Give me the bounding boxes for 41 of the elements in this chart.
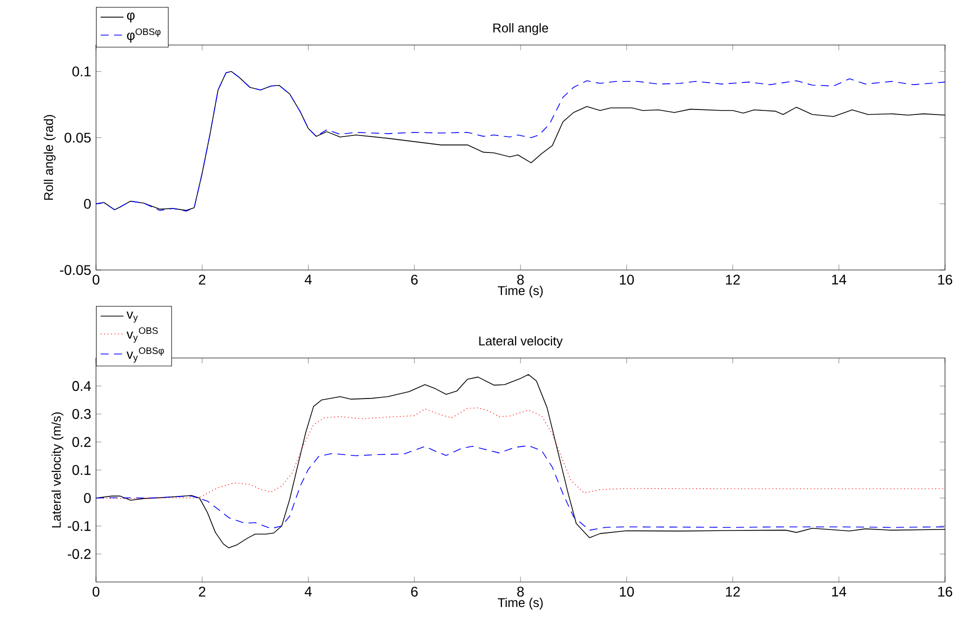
x-tick-label: 2 [198,274,206,284]
y-tick-label: -0.05 [60,265,91,275]
chart-title: Lateral velocity [479,336,563,348]
x-tick-label: 8 [517,586,524,597]
y-axis-title: Roll angle (rad) [44,115,56,200]
x-tick-label: 6 [411,274,418,285]
x-tick-label: 10 [620,586,634,597]
y-tick-label: 0.1 [72,66,91,76]
x-tick-label: 4 [304,274,312,284]
legend-label: φ [127,12,135,23]
x-tick-label: 10 [620,274,634,285]
y-tick-label: 0 [84,493,91,503]
x-tick-label: 0 [92,274,100,285]
legend-label: v$_{y}$ [126,312,138,323]
x-tick-label: 14 [832,586,846,596]
y-tick-label: 0 [84,198,91,209]
y-tick-label: 0.4 [72,381,91,391]
chart-title: Roll angle [493,23,548,35]
x-tick-label: 2 [198,586,206,596]
x-tick-label: 12 [726,274,740,284]
legend-label: v$_{y}$OBS [126,327,158,343]
x-tick-label: 12 [726,586,740,596]
x-tick-label: 16 [938,586,952,597]
x-tick-label: 16 [938,274,952,285]
x-tick-label: 14 [832,274,846,284]
y-tick-label: 0.3 [72,409,91,419]
y-axis-title: Lateral velocity (m/s) [52,412,64,528]
y-tick-label: -0.1 [68,521,91,531]
x-tick-label: 0 [92,586,100,597]
line-series [96,445,946,531]
x-axis-title: Time (s) [498,598,543,610]
y-tick-label: 0.2 [72,437,91,447]
legend-label: v$_{y}$OBSφ [126,347,164,363]
y-tick-label: 0.1 [72,465,91,475]
legend-label: φ$^{OBSφ}$ [127,28,161,43]
x-tick-label: 6 [411,586,418,597]
y-tick-label: 0.05 [64,132,91,143]
x-tick-label: 4 [304,586,312,596]
x-axis-title: Time (s) [498,286,543,298]
y-tick-label: -0.2 [68,549,91,559]
x-tick-label: 8 [517,274,524,285]
